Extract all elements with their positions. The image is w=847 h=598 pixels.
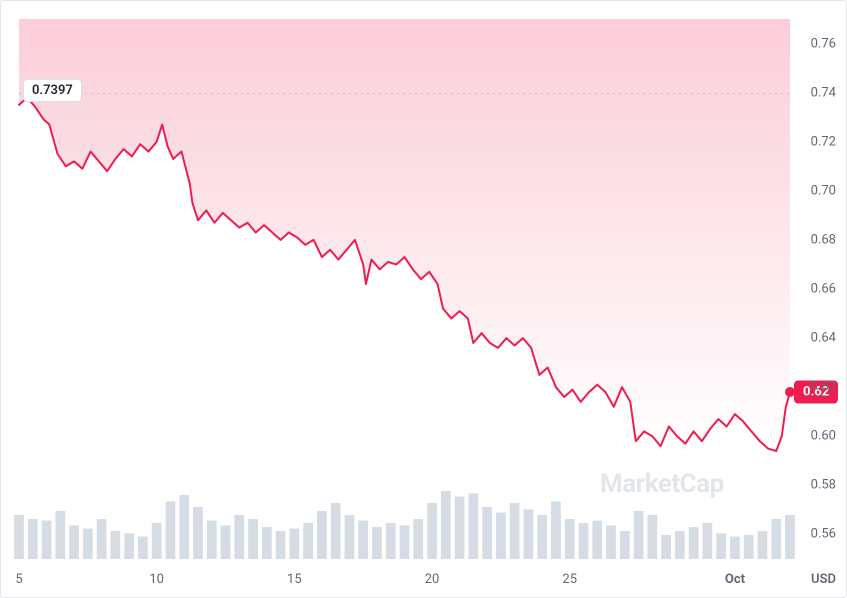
- y-tick-label: 0.70: [811, 183, 836, 198]
- y-tick-label: 0.58: [811, 478, 836, 493]
- y-axis-unit: USD: [811, 572, 836, 587]
- y-tick-label: 0.66: [811, 282, 836, 297]
- current-price-dot: [785, 387, 795, 397]
- x-tick-label: 5: [15, 572, 22, 587]
- start-price-value: 0.7397: [32, 83, 73, 98]
- start-price-callout: 0.7397: [23, 79, 82, 102]
- y-tick-label: 0.68: [811, 232, 836, 247]
- y-tick-label: 0.64: [811, 331, 836, 346]
- x-tick-label: 10: [149, 572, 164, 587]
- chart-canvas: [1, 1, 847, 598]
- y-tick-label: 0.72: [811, 134, 836, 149]
- y-tick-label: 0.76: [811, 36, 836, 51]
- price-chart[interactable]: 0.7397 0.62 0.560.580.600.620.640.660.68…: [0, 0, 847, 598]
- x-tick-label: 15: [287, 572, 302, 587]
- x-tick-label: 25: [562, 572, 577, 587]
- y-tick-label: 0.60: [811, 429, 836, 444]
- y-tick-label: 0.62: [811, 380, 836, 395]
- y-tick-label: 0.74: [811, 85, 836, 100]
- x-tick-label: Oct: [725, 572, 745, 587]
- x-tick-label: 20: [425, 572, 440, 587]
- y-tick-label: 0.56: [811, 527, 836, 542]
